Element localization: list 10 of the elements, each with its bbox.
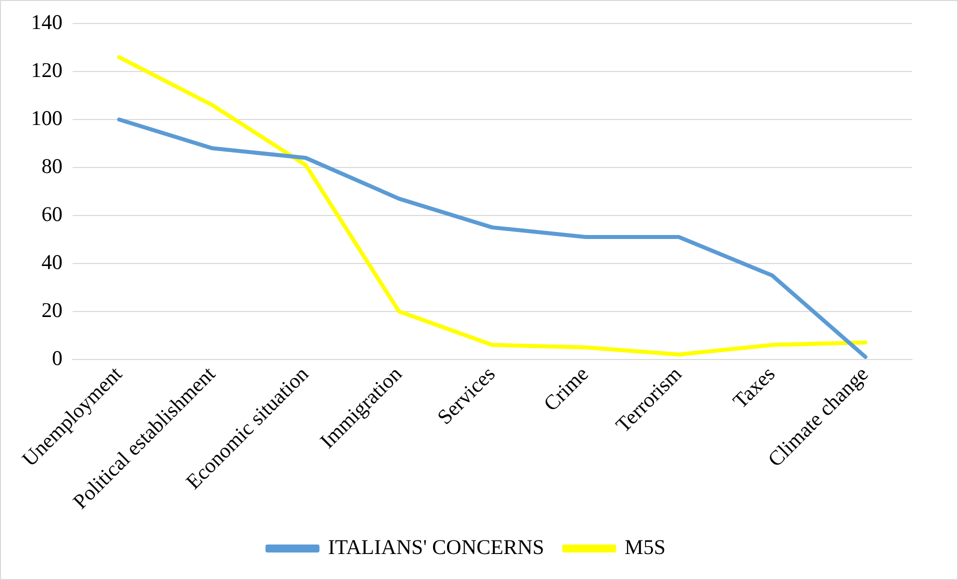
- legend-label: M5S: [624, 535, 666, 560]
- y-tick-label: 120: [31, 58, 62, 82]
- y-tick-label: 0: [52, 346, 62, 370]
- y-tick-label: 140: [31, 10, 62, 34]
- y-tick-label: 100: [31, 106, 62, 130]
- y-tick-label: 80: [42, 154, 62, 178]
- y-tick-label: 40: [42, 250, 62, 274]
- y-tick-label: 20: [42, 298, 62, 322]
- legend-label: ITALIANS' CONCERNS: [328, 535, 544, 560]
- y-tick-label: 60: [42, 202, 62, 226]
